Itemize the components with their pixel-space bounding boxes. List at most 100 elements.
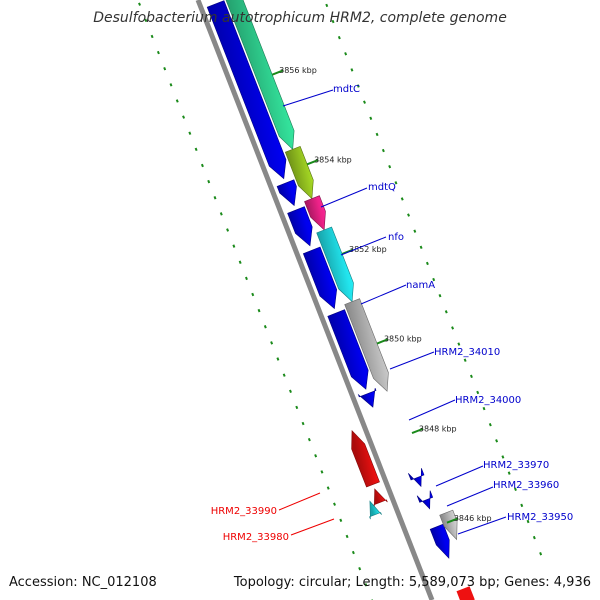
tick-dot — [432, 277, 436, 282]
tick-dot — [257, 308, 261, 313]
gene-label-hrm2_33950[interactable]: HRM2_33950 — [507, 512, 573, 523]
tick-dot — [188, 131, 192, 135]
gene-label-hrm2_34000[interactable]: HRM2_34000 — [455, 395, 521, 406]
cds-forward-arrow[interactable] — [327, 309, 369, 390]
tick-dot — [381, 148, 385, 153]
gene-label-nama[interactable]: namA — [406, 280, 435, 291]
gene-label-nfo[interactable]: nfo — [388, 232, 404, 243]
cds-reverse-arrow[interactable] — [351, 429, 380, 488]
tick-dot — [507, 471, 511, 475]
tick-dot — [200, 163, 204, 168]
cds-forward-arrow[interactable] — [416, 490, 434, 510]
scale-tick-label: 3854 kbp — [314, 155, 352, 164]
tick-dot — [314, 454, 318, 458]
scale-tick — [341, 248, 354, 255]
cds-forward-arrow[interactable] — [287, 206, 313, 247]
map-title: Desulfobacterium autotrophicum HRM2, com… — [93, 10, 507, 26]
cds-forward-arrow[interactable] — [429, 523, 450, 559]
scale-tick — [376, 338, 389, 345]
tick-dot — [339, 518, 343, 523]
tick-dot — [219, 212, 223, 216]
scale-tick — [411, 427, 424, 435]
gene-label-mdtq[interactable]: mdtQ — [368, 182, 396, 193]
tick-dot — [331, 19, 335, 24]
tick-dot — [526, 519, 530, 524]
tick-dot — [207, 179, 211, 184]
tick-dot — [457, 342, 461, 346]
label-leader-line — [340, 236, 387, 256]
label-leader-line — [282, 89, 334, 107]
tick-dot — [163, 67, 167, 71]
cds-offscreen-arrow[interactable] — [456, 586, 475, 600]
cds-forward-arrow[interactable] — [206, 0, 287, 180]
tick-dot — [539, 552, 543, 556]
genome-backbone — [195, 0, 435, 600]
cog-feature-namA[interactable] — [316, 226, 354, 303]
features-layer — [206, 0, 475, 600]
tick-dot — [364, 583, 368, 587]
tick-dot — [144, 18, 148, 23]
label-leader-line — [290, 518, 335, 536]
tick-dot — [344, 52, 348, 56]
tick-dot — [251, 292, 255, 297]
cog-feature-HRM2_34010[interactable] — [344, 298, 389, 392]
label-leader-line — [446, 486, 494, 507]
tick-dot — [245, 276, 248, 281]
gene-label-mdtc[interactable]: mdtC — [333, 84, 360, 95]
tick-dot — [419, 245, 423, 250]
cog-feature-nfo[interactable] — [304, 195, 326, 231]
cds-forward-arrow[interactable] — [408, 468, 425, 488]
cog-feature-mdtQ[interactable] — [284, 146, 314, 200]
tick-dot — [289, 389, 292, 393]
tick-dot — [337, 35, 341, 40]
tick-dot — [451, 326, 455, 330]
tick-dot — [514, 487, 517, 491]
tick-dots-right — [325, 3, 543, 556]
scale-tick-label: 3852 kbp — [349, 245, 387, 254]
cds-reverse-cyan[interactable] — [369, 500, 382, 520]
tick-dot — [482, 406, 486, 411]
tick-dot — [232, 244, 236, 248]
scale-tick-label: 3850 kbp — [384, 335, 422, 344]
label-leader-line — [389, 351, 435, 370]
tick-dot — [463, 358, 467, 362]
topology-text: Topology: circular; Length: 5,589,073 bp… — [233, 575, 591, 590]
tick-dot — [476, 390, 480, 395]
label-leader-line — [278, 492, 321, 511]
label-leaders — [278, 89, 507, 536]
tick-dot — [350, 68, 354, 72]
gene-label-hrm2_33970[interactable]: HRM2_33970 — [483, 460, 549, 471]
tick-dot — [301, 421, 305, 426]
tick-dot — [213, 196, 217, 200]
tick-dot — [175, 99, 179, 103]
tick-dot — [469, 374, 473, 379]
cds-forward-arrow[interactable] — [357, 387, 377, 408]
tick-dot — [263, 325, 267, 329]
gene-label-hrm2_34010[interactable]: HRM2_34010 — [434, 347, 500, 358]
tick-dot — [138, 2, 141, 6]
gene-label-hrm2_33980[interactable]: HRM2_33980 — [223, 532, 289, 543]
cds-reverse-arrow[interactable] — [373, 488, 388, 508]
tick-dot — [444, 310, 448, 314]
tick-dot — [150, 34, 154, 39]
cds-forward-arrow[interactable] — [302, 246, 338, 310]
tick-dot — [307, 437, 311, 442]
tick-dot — [156, 50, 160, 55]
tick-dot — [282, 373, 286, 377]
tick-dot — [325, 3, 329, 8]
tick-dots-left — [138, 2, 373, 600]
tick-dot — [345, 534, 349, 539]
gene-label-hrm2_33990[interactable]: HRM2_33990 — [211, 506, 277, 517]
tick-dot — [295, 405, 299, 410]
scale-tick — [446, 517, 459, 524]
tick-dot — [388, 164, 392, 169]
cog-feature-mdtC[interactable] — [225, 0, 295, 150]
cds-forward-arrow[interactable] — [276, 179, 297, 207]
gene-label-hrm2_33960[interactable]: HRM2_33960 — [493, 480, 559, 491]
tick-dot — [375, 132, 379, 137]
scale-tick — [271, 69, 284, 76]
cog-feature-grey-lower[interactable] — [439, 509, 458, 541]
